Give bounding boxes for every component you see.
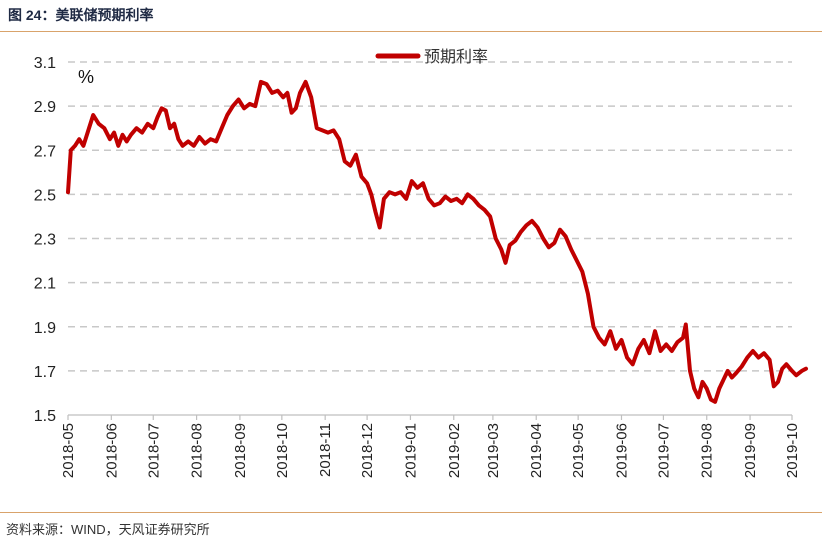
x-tick-label: 2019-01 (402, 423, 419, 478)
x-axis-ticks: 2018-05 2018-06 2018-07 2018-08 2018-09 2018-… (60, 415, 801, 478)
y-tick-label: 1.5 (34, 408, 56, 425)
unit-label: % (78, 67, 94, 87)
series-layer (66, 79, 808, 404)
y-tick-label: 2.1 (34, 276, 56, 293)
x-tick-label: 2019-09 (742, 423, 759, 478)
grid-lines (68, 61, 792, 372)
x-tick-label: 2019-08 (699, 423, 716, 478)
y-tick-label: 1.7 (34, 364, 56, 381)
x-tick-label: 2018-12 (359, 423, 376, 478)
legend: 预期利率 (375, 48, 488, 66)
x-tick-label: 2019-07 (655, 423, 672, 478)
series-line (66, 79, 808, 404)
x-tick-label: 2018-05 (60, 423, 77, 478)
line-chart: 3.12.92.72.52.32.11.91.71.5 2018-05 2018-… (34, 48, 808, 478)
x-tick-label: 2018-07 (145, 423, 162, 478)
y-tick-label: 3.1 (34, 55, 56, 72)
x-tick-label: 2018-08 (189, 423, 206, 478)
y-axis-ticks: 3.1 2.9 2.7 2.5 2.3 2.1 1.9 1.7 1.5 (34, 55, 56, 425)
x-tick-label: 2019-03 (485, 423, 502, 478)
y-tick-label: 2.3 (34, 232, 56, 249)
x-tick-label: 2019-04 (528, 423, 545, 478)
y-tick-label: 2.5 (34, 187, 56, 204)
y-tick-label: 2.9 (34, 99, 56, 116)
x-tick-label: 2018-09 (232, 423, 249, 478)
top-divider (0, 31, 822, 32)
y-tick-label: 2.7 (34, 143, 56, 160)
figure-title: 图 24：美联储预期利率 (8, 7, 154, 23)
x-tick-label: 2019-02 (446, 423, 463, 478)
source-note: 资料来源：WIND，天风证券研究所 (6, 522, 210, 537)
x-tick-label: 2018-11 (317, 423, 334, 477)
x-tick-label: 2018-06 (103, 423, 120, 478)
x-tick-label: 2019-06 (613, 423, 630, 478)
x-tick-label: 2019-10 (784, 423, 801, 478)
bottom-divider (0, 512, 822, 513)
x-tick-label: 2019-05 (570, 423, 587, 478)
legend-label: 预期利率 (424, 48, 488, 66)
x-tick-label: 2018-10 (274, 423, 291, 478)
y-tick-label: 1.9 (34, 320, 56, 337)
